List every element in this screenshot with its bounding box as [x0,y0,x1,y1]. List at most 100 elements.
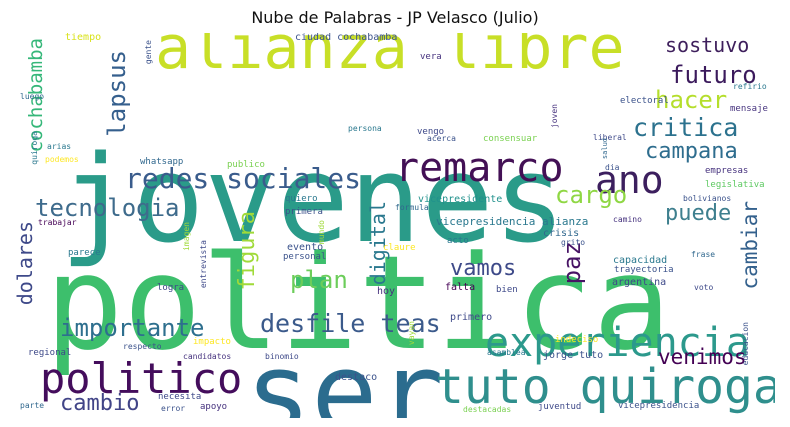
word-ciudad-cochabamba: ciudad cochabamba [295,33,398,43]
word-bien: bien [496,285,518,295]
word-candidatos: candidatos [183,352,232,361]
word-politico: politico [40,354,243,403]
word-indeciso: indeciso [555,335,599,345]
word-arias: arias [47,142,72,151]
word-hoy: hoy [377,286,396,297]
word-mensaje: mensaje [730,104,768,114]
word-binomio: binomio [265,352,299,361]
word-evento: evento [287,242,324,253]
word-empresas: empresas [705,166,749,176]
word-cambiar: cambiar [738,201,762,290]
word-imagen: imagen [182,222,191,251]
word-educacion: educacion [741,322,750,366]
word-figura: figura [235,211,260,291]
word-quiroga: quiroga [30,131,39,165]
word-asamblea: asamblea [487,348,526,357]
word-impacto: impacto [193,337,231,347]
word-refirio: refirio [733,82,767,91]
word-plan: plan [290,266,348,294]
word-vengo: vengo [417,127,445,137]
word-tiempo: tiempo [65,33,102,43]
chart-title: Nube de Palabras - JP Velasco (Julio) [251,8,539,27]
word-politica: politica [45,227,672,379]
word-podemos: podemos [45,155,79,164]
word-falta: falta [445,282,476,293]
word-primero: primero [450,312,493,323]
word-acto: acto [447,236,469,246]
word-redes-sociales: redes sociales [125,162,362,195]
word-publico: publico [227,160,265,170]
word-tuto-quiroga: tuto quiroga [435,359,775,415]
word-acerca: acerca [427,134,456,143]
word-jovenes: jovenes [60,131,566,270]
word-formula: formula [395,203,429,212]
word-camino: camino [613,215,642,224]
word-puede: puede [665,201,732,226]
word-entrevista: entrevista [199,240,208,289]
word-grito: grito [561,238,586,247]
word-paz: paz [558,241,586,285]
word-venimos: venimos [658,345,747,369]
word-vayan: vayan [407,321,416,346]
word-cargo: cargo [555,181,628,209]
word-gente: gente [144,40,153,65]
word-joven: joven [550,104,559,129]
word-whatsapp: whatsapp [140,157,184,167]
word-vicepresidente: vicepresidente [418,194,503,205]
word-trayectoria: trayectoria [614,265,674,275]
word-futuro: futuro [670,61,757,89]
word-parece: parece [68,248,101,258]
word-salud: salud [601,138,609,160]
word-vamos: vamos [450,256,517,281]
word-cloud: jovenes politica ser alianza libre tuto quir… [15,33,775,418]
word-bolivianos: bolivianos [683,194,732,203]
word-experiencia: experiencia [485,320,750,366]
word-cambio: cambio [60,391,140,416]
word-liberal: liberal [593,133,627,142]
word-importante: importante [60,314,205,342]
word-alianza-libre: alianza libre [155,33,625,83]
word-primera: primera [285,207,323,217]
word-frase: frase [691,250,716,259]
word-ser: ser [245,329,444,418]
word-consensuar: consensuar [483,134,538,144]
word-dia: dia [605,163,620,172]
word-personal: personal [283,252,327,262]
word-regional: regional [28,348,72,358]
word-electoral: electoral [620,96,669,106]
word-remarco: remarco [395,145,564,191]
word-vera: vera [420,52,442,62]
word-destacadas: destacadas [463,405,512,414]
word-parte: parte [20,401,45,410]
word-juventud: juventud [538,402,582,412]
word-respecto: respecto [123,342,162,351]
word-error: error [161,404,186,413]
word-mundo: mundo [317,220,326,245]
word-luego: luego [20,92,45,101]
word-dolares: dolares [15,221,37,306]
word-jorge-tuto: jorge tuto [543,350,604,361]
word-sostuvo: sostuvo [665,33,750,57]
word-campana: campana [645,139,738,164]
word-lapsus: lapsus [103,50,131,137]
word-vicepresidencia-alianza: vicepresidencia alianza [436,215,589,228]
word-crisis: crisis [543,228,580,239]
word-desfile-teas: desfile teas [260,309,441,338]
word-persona: persona [348,124,382,133]
word-quiero: quiero [285,194,318,204]
word-ano: ano [595,158,664,202]
word-claure: claure [383,243,416,253]
word-apoyo: apoyo [200,402,228,412]
word-logra: logra [157,283,185,293]
word-destaco: destaco [335,372,378,383]
word-voto: voto [694,283,714,292]
word-critica: critica [633,113,739,142]
word-vicepresidencia: vicepresidencia [618,401,700,411]
word-necesita: necesita [158,392,202,402]
word-trabajar: trabajar [38,218,77,227]
word-legislativa: legislativa [705,180,765,190]
word-argentina: argentina [612,277,667,288]
word-hacer: hacer [655,86,728,114]
word-capacidad: capacidad [613,255,668,266]
word-tecnologia: tecnologia [35,194,180,222]
